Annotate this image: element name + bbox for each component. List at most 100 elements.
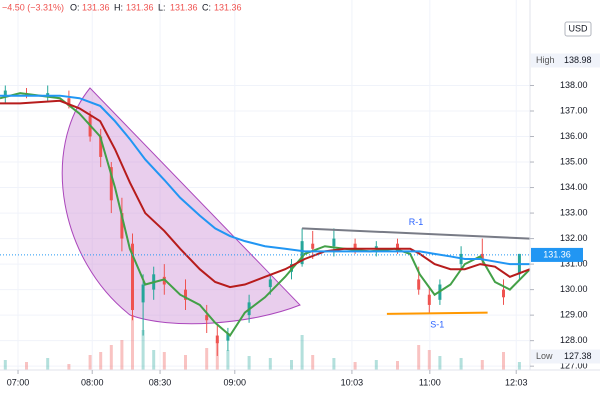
y-tick-label: 136.00 [560, 131, 588, 141]
candle-body [332, 238, 336, 247]
candle-body [427, 294, 431, 305]
candle-body [353, 243, 357, 252]
candle-body [205, 315, 209, 321]
field-name: C: [202, 2, 211, 12]
candle-body [67, 98, 71, 106]
last-price-label: 131.36 [543, 249, 571, 259]
volume-bar [480, 360, 484, 370]
volume-bar [459, 358, 463, 370]
volume-bar [268, 358, 272, 370]
volume-bar [99, 352, 103, 370]
y-tick-label: 134.00 [560, 182, 588, 192]
x-tick-label: 09:00 [224, 377, 247, 387]
volume-bar [438, 356, 442, 370]
volume-bar [184, 355, 187, 370]
grid [0, 0, 530, 370]
volume-bar [88, 355, 92, 370]
y-tick-label: 132.00 [560, 233, 588, 243]
moving-average [0, 94, 530, 266]
volume-bar [67, 364, 71, 370]
volume-bar [427, 350, 431, 370]
level-label: S-1 [430, 320, 444, 330]
candle-body [141, 284, 145, 303]
x-tick-label: 08:00 [81, 377, 104, 387]
volume-bar [226, 350, 230, 370]
header: −4.50 (−3.31%) O: 131.36 H: 131.36 L: 131.36 C… [2, 2, 242, 12]
change: −4.50 (−3.31%) [2, 2, 64, 12]
candle-body [268, 279, 272, 288]
volume-bar [131, 315, 134, 370]
volume-bar [300, 335, 304, 370]
candle-body [226, 333, 230, 341]
volume-bar [152, 350, 156, 370]
x-tick-label: 12:03 [505, 377, 528, 387]
x-tick-label: 08:30 [149, 377, 172, 387]
field-name: H: [114, 2, 123, 12]
candle-body [46, 93, 50, 96]
volume-bar [25, 362, 28, 370]
volume-bar [396, 361, 399, 370]
volume-bar [353, 362, 357, 370]
volume-bar [502, 352, 505, 370]
field-value: 131.36 [82, 2, 110, 12]
volume-bar [3, 360, 7, 370]
volume-bar [517, 362, 521, 370]
marker-name: High [536, 55, 555, 65]
volume-bar [109, 345, 113, 370]
level-line [386, 311, 488, 315]
volume-bar [141, 330, 145, 370]
moving-average [0, 99, 531, 289]
candle-body [120, 213, 124, 239]
marker-value: 138.98 [564, 55, 592, 65]
y-tick-label: 135.00 [560, 156, 588, 166]
volume-bar [290, 360, 293, 370]
x-tick-label: 10:03 [341, 377, 364, 387]
y-tick-label: 137.00 [560, 105, 588, 115]
moving-average [0, 92, 531, 338]
level-line [302, 227, 531, 240]
candle-body [502, 289, 505, 298]
plot [0, 85, 531, 370]
candle-body [311, 243, 315, 249]
candle-body [3, 90, 7, 96]
y-tick-label: 130.00 [560, 284, 588, 294]
field-value: 131.36 [214, 2, 242, 12]
y-tick-label: 133.00 [560, 207, 588, 217]
x-tick-label: 07:00 [7, 377, 30, 387]
candle-body [109, 167, 113, 201]
volume-bar [46, 358, 50, 370]
volume-bar [332, 358, 336, 370]
marker-box [531, 53, 600, 68]
pattern-drawing [61, 87, 301, 325]
volume-bar [162, 352, 166, 370]
marker-value: 127.38 [564, 351, 592, 361]
field-name: O: [70, 2, 80, 12]
candle-body [215, 335, 219, 344]
volume-bar [374, 360, 378, 370]
field-value: 131.36 [126, 2, 154, 12]
candle-body [374, 246, 378, 249]
volume-bar [417, 345, 421, 370]
marker-name: Low [536, 351, 553, 361]
currency-box[interactable] [564, 21, 592, 37]
y-tick-label: 127.00 [560, 361, 588, 371]
currency[interactable]: USD [568, 23, 588, 33]
candle-body [99, 136, 103, 157]
ohlc-fields: O: 131.36 H: 131.36 L: 131.36 C: 131.36 [70, 2, 242, 12]
x-tick-label: 11:00 [419, 377, 441, 387]
y-tick-label: 129.00 [560, 310, 588, 320]
volume-bar [205, 348, 209, 370]
marker-box [531, 349, 600, 364]
y-tick-label: 131.00 [560, 258, 588, 268]
level-label: R-1 [409, 217, 424, 227]
candle-body [300, 241, 304, 265]
candle-body [131, 243, 134, 311]
y-tick-label: 138.00 [560, 80, 588, 90]
y-tick-label: 128.00 [560, 335, 588, 345]
volume-bar [120, 340, 124, 370]
candle-body [480, 253, 484, 259]
candle-body [396, 243, 399, 252]
volume-bar [247, 356, 251, 370]
